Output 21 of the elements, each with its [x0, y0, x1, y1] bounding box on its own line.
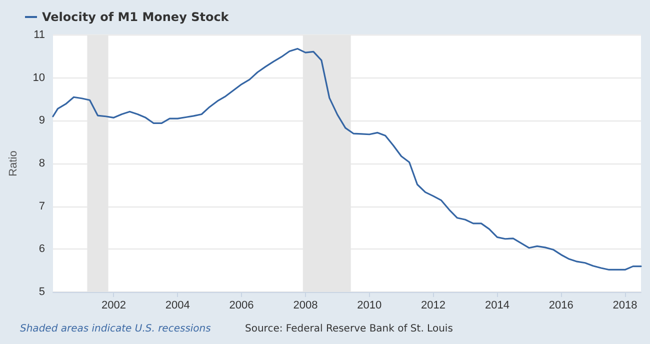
y-tick-label: 9: [38, 114, 45, 127]
source-note: Source: Federal Reserve Bank of St. Louis: [245, 324, 453, 334]
y-tick-label: 10: [32, 72, 45, 84]
y-tick-label: 11: [34, 29, 45, 41]
x-tick-label: 2010: [357, 300, 382, 312]
line-series: [52, 48, 642, 271]
x-tick-label: 2006: [229, 300, 254, 312]
y-axis-title: Ratio: [8, 150, 20, 176]
text: Shaded areas indicate U.S. recessions: [20, 324, 211, 334]
x-tick-label: 2002: [101, 300, 126, 312]
x-tick-label: 2014: [484, 300, 510, 312]
x-tick-label: 2016: [548, 300, 574, 312]
x-tick-label: 2008: [293, 300, 318, 312]
x-tick-label: 2004: [165, 300, 190, 312]
y-tick-label: 8: [38, 158, 45, 170]
x-tick-label: 2012: [421, 300, 446, 312]
y-tick-label: 5: [38, 286, 45, 298]
y-tick-label: 7: [38, 200, 45, 212]
x-tick-label: 2018: [612, 300, 638, 312]
legend-label: Velocity of M1 Money Stock: [42, 10, 230, 24]
y-tick-label: 6: [38, 243, 45, 256]
